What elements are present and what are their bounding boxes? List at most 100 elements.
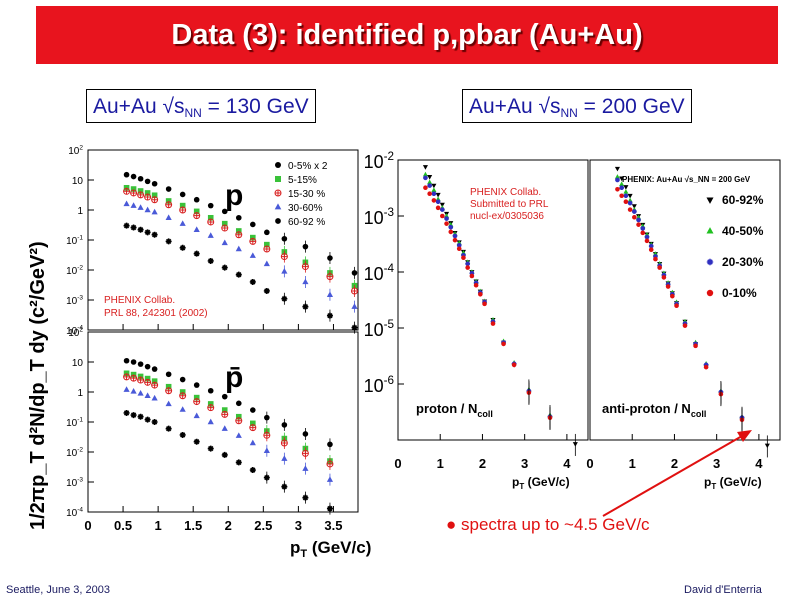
y-tick-label: 10-4	[364, 262, 395, 284]
data-point	[221, 239, 228, 246]
y-tick-label: 10-1	[66, 417, 83, 430]
data-point	[235, 245, 242, 252]
data-point	[151, 381, 159, 389]
data-point	[275, 176, 281, 182]
data-point	[422, 171, 428, 177]
data-point	[431, 183, 437, 189]
data-point	[221, 208, 228, 215]
data-point	[193, 208, 200, 215]
y-tick-label: 10-3	[66, 477, 83, 490]
data-point	[207, 445, 214, 452]
data-point	[235, 417, 243, 425]
data-point	[674, 303, 679, 309]
data-point	[249, 252, 256, 258]
data-point	[439, 202, 445, 208]
data-point	[235, 271, 242, 278]
arrow-head	[737, 430, 752, 442]
x-tick-label: 1	[437, 456, 444, 471]
data-point	[179, 202, 186, 209]
data-point	[448, 224, 454, 230]
data-point	[435, 192, 441, 198]
data-point	[165, 383, 172, 390]
data-point	[235, 400, 242, 407]
data-point	[123, 187, 131, 195]
data-point	[151, 394, 158, 401]
data-point	[235, 459, 242, 466]
data-point	[179, 244, 186, 251]
data-point	[706, 227, 714, 234]
data-point	[123, 373, 131, 381]
x-tick-label: 0	[586, 456, 593, 471]
data-point	[179, 392, 187, 400]
y-tick-label: 10-4	[66, 325, 83, 338]
data-point	[473, 282, 479, 288]
panel-header: PHENIX: Au+Au √s_NN = 200 GeV	[622, 175, 751, 184]
footer-author: David d'Enterria	[684, 584, 762, 596]
data-point	[615, 186, 620, 192]
y-tick-label: 10-1	[66, 235, 83, 248]
data-point	[165, 198, 172, 204]
data-point	[165, 387, 173, 395]
data-point	[249, 439, 256, 446]
data-point	[644, 238, 650, 244]
panel-200-proton: 10-2 10-3 10-4 10-5 10-6 PHENIX Collab.Submit…	[364, 150, 589, 491]
data-point	[706, 197, 714, 204]
data-point	[653, 256, 658, 262]
data-point	[193, 226, 200, 232]
panel-label: anti-proton / Ncoll	[602, 401, 706, 419]
data-point	[235, 432, 242, 438]
data-point	[469, 273, 475, 279]
x-tick-label: 3	[713, 456, 720, 471]
panel-label: proton / Ncoll	[416, 401, 493, 419]
data-point	[452, 233, 458, 239]
data-point	[151, 192, 158, 199]
data-point	[274, 189, 282, 197]
data-point	[207, 232, 214, 238]
data-point	[644, 234, 650, 240]
data-point	[465, 265, 470, 270]
data-point	[482, 301, 487, 307]
data-point	[144, 378, 152, 386]
y-tick-label: 1	[77, 206, 83, 217]
energy-label-130: Au+Au √sNN = 130 GeV	[86, 89, 316, 123]
energy-label-200: Au+Au √sNN = 200 GeV	[462, 89, 692, 123]
y-tick-label: 10	[72, 358, 84, 369]
data-point	[179, 206, 187, 214]
data-point	[151, 366, 158, 372]
data-point	[657, 265, 662, 270]
data-point	[670, 293, 675, 299]
data-point	[144, 363, 151, 370]
data-point	[632, 214, 637, 220]
data-point	[250, 420, 256, 427]
data-point	[636, 222, 641, 227]
annotation-text: Submitted to PRL	[470, 199, 549, 210]
data-point	[435, 199, 441, 205]
panel-130-pbar: 102 10 1 10-1 10-2 10-3 10-4 p̄ 0 0.5 1 1.5 2 2.5 3 3.5…	[66, 327, 371, 561]
data-point	[427, 183, 432, 188]
x-tick-label: 1	[629, 456, 636, 471]
x-tick-label: 2	[671, 456, 678, 471]
data-point	[619, 185, 624, 191]
data-point	[165, 201, 173, 209]
x-axis-label: pT (GeV/c)	[290, 538, 371, 560]
x-tick-label: 4	[755, 456, 763, 471]
y-tick-label: 10-5	[364, 318, 395, 340]
data-point	[614, 174, 620, 179]
y-tick-label: 10-3	[66, 295, 83, 308]
data-point	[221, 425, 228, 431]
x-axis-label: pT (GeV/c)	[512, 475, 570, 491]
arrow-line	[602, 435, 743, 517]
annotation-text: PHENIX Collab.	[104, 295, 175, 306]
x-axis-label: pT (GeV/c)	[704, 475, 762, 491]
data-point	[123, 184, 130, 191]
data-point	[235, 231, 243, 239]
data-point	[263, 287, 270, 294]
data-point	[511, 362, 517, 368]
data-point	[440, 207, 445, 212]
annotation-text: PRL 88, 242301 (2002)	[104, 308, 208, 319]
data-point	[207, 404, 215, 412]
data-point	[137, 376, 145, 384]
data-point	[165, 186, 172, 192]
legend-entry: 40-50%	[722, 224, 764, 238]
